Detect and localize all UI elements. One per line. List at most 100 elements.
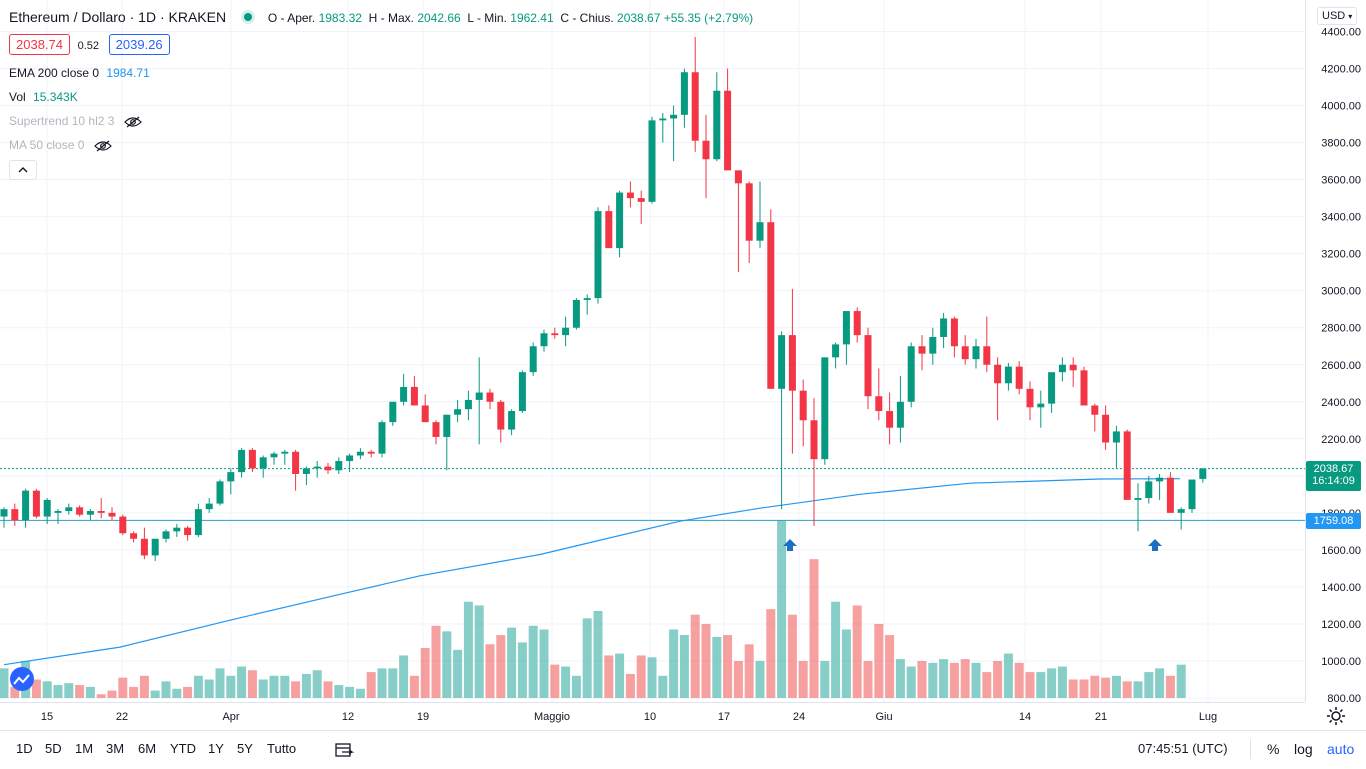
candle	[400, 374, 408, 406]
candle	[637, 190, 645, 225]
price-tick-label: 3800.00	[1321, 138, 1361, 150]
candle	[1069, 357, 1077, 387]
price-tick-label: 1200.00	[1321, 619, 1361, 631]
range-button-5d[interactable]: 5D	[45, 741, 62, 756]
volume-bar	[809, 559, 819, 698]
range-button-1y[interactable]: 1Y	[208, 741, 224, 756]
candle-body	[270, 453, 278, 458]
volume-bar	[377, 668, 387, 698]
candle-body	[1091, 405, 1099, 415]
volume-bar	[820, 660, 830, 698]
candle	[86, 509, 94, 521]
buy-price-box[interactable]: 2039.26	[108, 34, 170, 55]
range-button-tutto[interactable]: Tutto	[267, 741, 297, 756]
low-value: 1962.41	[510, 11, 554, 25]
candle-body	[367, 451, 375, 454]
candle-body	[994, 364, 1002, 384]
candle-body	[518, 372, 526, 412]
auto-toggle[interactable]: auto	[1327, 741, 1355, 757]
time-tick-label: 17	[718, 711, 730, 723]
currency-selector[interactable]: USD ▾	[1317, 7, 1358, 25]
symbol-title[interactable]: Ethereum / Dollaro · 1D · KRAKEN	[9, 9, 227, 25]
candle	[1156, 473, 1164, 500]
candle-body	[0, 509, 8, 517]
candle	[475, 357, 483, 445]
range-button-1d[interactable]: 1D	[16, 741, 33, 756]
volume-bar	[1090, 675, 1100, 698]
range-button-1m[interactable]: 1M	[75, 741, 94, 756]
supertrend-legend[interactable]: Supertrend 10 hl2 3	[9, 114, 142, 128]
time-tick-label: 12	[342, 711, 354, 723]
settings-gear-icon[interactable]	[1326, 706, 1346, 726]
candle-body	[184, 527, 192, 536]
candle	[1026, 381, 1034, 421]
candle-body	[475, 392, 483, 400]
log-toggle[interactable]: log	[1294, 741, 1313, 757]
divider	[1250, 739, 1251, 759]
price-tick-label: 3600.00	[1321, 175, 1361, 187]
candle	[454, 399, 462, 423]
sell-price-box[interactable]: 2038.74	[9, 34, 70, 55]
candle-body	[238, 449, 246, 473]
volume-bar	[161, 681, 171, 698]
volume-bar	[798, 660, 808, 698]
candle-body	[1145, 481, 1153, 499]
volume-bars	[0, 520, 1186, 698]
candle	[108, 507, 116, 521]
collapse-legend-button[interactable]	[9, 160, 37, 180]
price-tick-label: 1400.00	[1321, 582, 1361, 594]
ma-legend[interactable]: MA 50 close 0	[9, 138, 112, 152]
volume-bar	[636, 655, 646, 698]
candle	[1123, 429, 1131, 500]
volume-bar	[755, 660, 765, 698]
range-button-6m[interactable]: 6M	[138, 741, 157, 756]
candle	[1145, 475, 1153, 504]
range-button-5y[interactable]: 5Y	[237, 741, 253, 756]
candle-body	[605, 211, 613, 249]
candle-body	[259, 457, 267, 469]
candle-body	[356, 451, 364, 456]
arrow-up-icon[interactable]	[783, 539, 797, 551]
bottom-toolbar: 1D 5D 1M 3M 6M YTD 1Y 5Y Tutto 07:45:51 (UTC) % …	[0, 730, 1366, 769]
arrow-up-icon[interactable]	[1148, 539, 1162, 551]
volume-bar	[571, 675, 581, 698]
volume-legend[interactable]: Vol 15.343K	[9, 90, 78, 104]
candle-body	[162, 531, 170, 539]
candle	[65, 503, 73, 515]
volume-bar	[604, 655, 614, 698]
level-price-tag[interactable]: 1759.08	[1306, 513, 1361, 529]
volume-bar	[237, 666, 247, 698]
candle	[842, 311, 850, 365]
percent-toggle[interactable]: %	[1267, 741, 1280, 757]
range-button-ytd[interactable]: YTD	[170, 741, 196, 756]
candle	[983, 316, 991, 373]
volume-bar	[852, 605, 862, 698]
volume-bar	[885, 635, 895, 698]
ema-legend[interactable]: EMA 200 close 0 1984.71	[9, 66, 150, 80]
volume-bar	[939, 659, 949, 698]
volume-bar	[420, 648, 430, 698]
time-tick-label: Giu	[875, 711, 892, 723]
candle-body	[497, 401, 505, 430]
time-axis[interactable]: 15 22 Apr 12 19 Maggio 10 17 24 Giu 14 21 Lug	[0, 702, 1305, 731]
volume-bar	[1014, 662, 1024, 698]
time-tick-label: Lug	[1199, 711, 1217, 723]
symbol-legend: Ethereum / Dollaro · 1D · KRAKEN O - Ape…	[9, 9, 753, 25]
price-axis[interactable]: USD ▾ 4400.00 4200.00 4000.00 3800.00 3600.0…	[1305, 0, 1366, 702]
candle	[1188, 479, 1196, 513]
price-tick-label: 1600.00	[1321, 545, 1361, 557]
volume-bar	[269, 675, 279, 698]
date-range-icon[interactable]	[334, 742, 354, 758]
eye-hidden-icon[interactable]	[93, 140, 112, 152]
candle-body	[313, 466, 321, 469]
candle	[896, 375, 904, 443]
range-button-3m[interactable]: 3M	[106, 741, 125, 756]
price-tick-label: 1000.00	[1321, 656, 1361, 668]
volume-bar	[96, 694, 106, 698]
candle	[810, 398, 818, 526]
eye-hidden-icon[interactable]	[123, 116, 142, 128]
chart-area[interactable]	[0, 0, 1305, 702]
market-status-dot	[243, 13, 252, 21]
candle-body	[842, 311, 850, 345]
candle	[497, 399, 505, 443]
